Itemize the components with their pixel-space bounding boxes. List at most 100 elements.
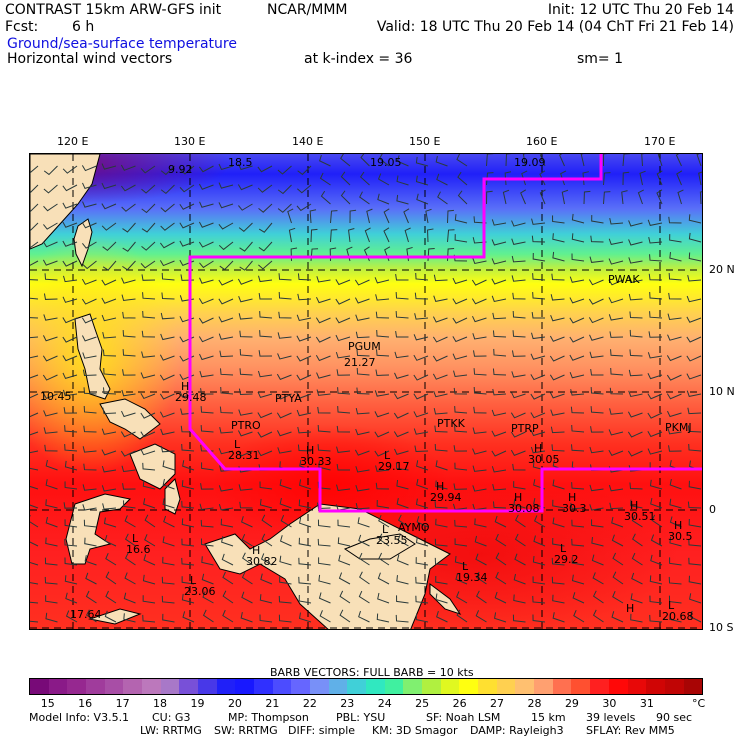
lon-label: 130 E — [174, 135, 206, 148]
wind-barb — [569, 276, 585, 283]
wind-barb — [550, 426, 565, 434]
wind-barb — [42, 259, 58, 266]
wind-barb — [82, 352, 97, 359]
station-label: PGUM — [348, 340, 381, 353]
wind-barb — [30, 297, 39, 300]
extremum-marker: L — [234, 438, 241, 451]
wind-barb — [454, 462, 468, 471]
wind-barb — [375, 369, 390, 376]
wind-barb — [180, 408, 195, 415]
wind-barb — [641, 154, 645, 167]
wind-barb — [436, 173, 448, 186]
wind-barb — [630, 499, 643, 509]
wind-barb — [103, 517, 117, 528]
wind-barb — [120, 431, 136, 438]
wind-barb — [30, 450, 39, 454]
wind-barb — [668, 445, 682, 452]
map-overlay — [30, 154, 702, 629]
wind-barb — [199, 201, 214, 208]
wind-barb — [159, 374, 175, 381]
wind-barb — [182, 611, 195, 623]
color-bar-segment — [235, 679, 255, 694]
wind-barb — [319, 155, 331, 167]
wind-barb — [101, 314, 117, 322]
wind-barb — [510, 431, 526, 438]
wind-barb — [102, 503, 117, 510]
wind-barb — [669, 234, 682, 243]
wind-barb — [122, 483, 136, 490]
extremum-marker: L — [560, 542, 567, 555]
wind-barb — [201, 556, 214, 566]
wind-barb — [532, 555, 546, 566]
wind-barb — [102, 260, 117, 271]
wind-barb — [667, 410, 682, 418]
wind-barb — [530, 446, 546, 454]
wind-barb — [396, 479, 409, 490]
wind-barb — [628, 293, 643, 301]
wind-barb — [628, 276, 643, 284]
wind-barb — [569, 297, 585, 304]
wind-barb — [279, 497, 292, 509]
wind-barb — [453, 483, 468, 490]
wind-barb — [610, 367, 624, 376]
wind-barb — [393, 431, 409, 438]
wind-barb — [83, 425, 97, 433]
wind-barb — [279, 479, 292, 490]
wind-barb — [201, 573, 214, 585]
wind-barb — [290, 247, 298, 262]
wind-barb — [511, 350, 526, 357]
wind-barb — [686, 373, 702, 380]
wind-barb — [454, 406, 468, 414]
wind-barb — [552, 517, 565, 528]
wind-barb — [375, 294, 390, 301]
wind-barb — [355, 314, 370, 321]
wind-barb — [609, 217, 624, 225]
wind-barb — [696, 154, 702, 167]
wind-barb — [668, 576, 682, 585]
lon-label: 150 E — [409, 135, 441, 148]
wind-barb — [257, 165, 273, 173]
wind-barb — [277, 203, 292, 213]
wind-barb — [669, 498, 682, 509]
wind-barb — [366, 208, 373, 224]
wind-barb — [181, 480, 195, 490]
wind-barb — [318, 574, 331, 585]
wind-barb — [472, 427, 487, 434]
wind-barb — [296, 409, 312, 417]
wind-barb — [473, 368, 487, 376]
wind-barb — [471, 298, 487, 305]
wind-barb — [279, 535, 292, 547]
surface-layer: SFLAY: Rev MM5 — [586, 724, 675, 737]
wind-barb — [81, 317, 97, 324]
wind-barb — [122, 349, 136, 357]
wind-barb — [435, 480, 448, 490]
wind-barb — [454, 538, 468, 547]
wind-barb — [336, 464, 351, 471]
wind-barb — [335, 317, 351, 324]
wind-barb — [454, 234, 468, 243]
wind-barb — [83, 519, 97, 528]
extremum-marker: H — [626, 602, 635, 615]
wind-barb — [42, 335, 58, 342]
lon-label: 170 E — [644, 135, 676, 148]
wind-barb — [316, 296, 331, 304]
wind-barb — [435, 518, 448, 528]
wind-barb — [621, 190, 628, 205]
longwave-scheme: LW: RRTMG — [140, 724, 202, 737]
color-bar-segment — [664, 679, 684, 694]
wind-barb — [648, 273, 663, 281]
wind-barb — [330, 210, 338, 224]
wind-barb — [512, 292, 526, 300]
wind-barb — [629, 482, 643, 490]
wind-barb — [141, 184, 156, 194]
wind-barb — [238, 296, 253, 303]
wind-barb — [83, 387, 97, 395]
wind-barb — [160, 165, 175, 176]
wind-barb — [432, 355, 448, 362]
wind-barb — [612, 571, 624, 585]
wind-barb — [592, 572, 604, 585]
wind-barb — [30, 355, 39, 359]
color-bar-segment — [627, 679, 647, 694]
wind-barb — [179, 203, 195, 210]
wind-barb — [590, 235, 604, 243]
